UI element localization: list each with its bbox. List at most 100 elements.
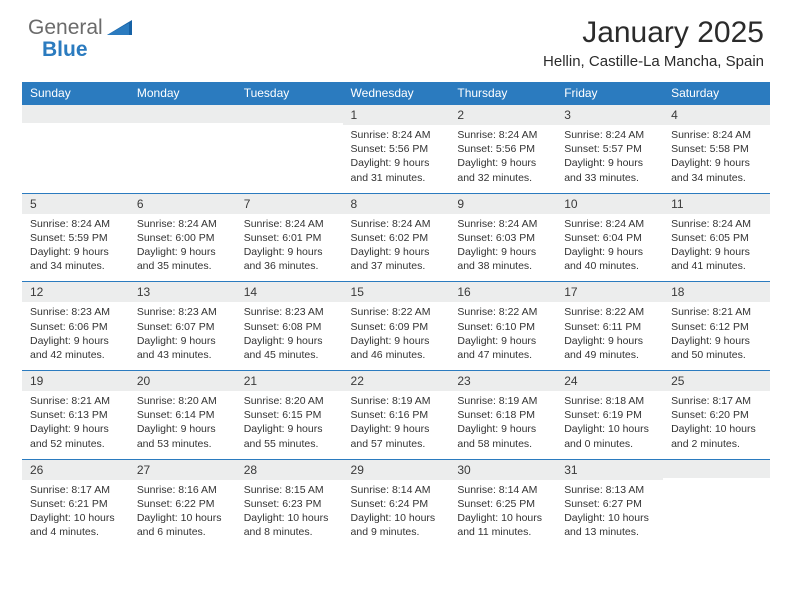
logo-text-general: General bbox=[28, 16, 103, 40]
day-detail-line: Sunset: 6:13 PM bbox=[30, 408, 121, 422]
day-detail-line: Sunrise: 8:24 AM bbox=[564, 128, 655, 142]
day-detail-line: Daylight: 9 hours bbox=[351, 245, 442, 259]
day-cell: 2Sunrise: 8:24 AMSunset: 5:56 PMDaylight… bbox=[449, 105, 556, 194]
day-number: 28 bbox=[236, 460, 343, 480]
day-detail-line: Daylight: 9 hours bbox=[244, 422, 335, 436]
day-detail-line: Daylight: 10 hours bbox=[30, 511, 121, 525]
day-cell bbox=[129, 105, 236, 194]
day-number: 9 bbox=[449, 194, 556, 214]
day-cell: 12Sunrise: 8:23 AMSunset: 6:06 PMDayligh… bbox=[22, 282, 129, 371]
day-detail-line: Sunset: 6:08 PM bbox=[244, 320, 335, 334]
calendar-table: SundayMondayTuesdayWednesdayThursdayFrid… bbox=[22, 82, 770, 547]
day-detail-line: and 34 minutes. bbox=[30, 259, 121, 273]
day-cell: 20Sunrise: 8:20 AMSunset: 6:14 PMDayligh… bbox=[129, 371, 236, 460]
day-detail-line: Sunset: 6:04 PM bbox=[564, 231, 655, 245]
day-detail: Sunrise: 8:24 AMSunset: 5:57 PMDaylight:… bbox=[556, 125, 663, 193]
day-detail-line: Sunrise: 8:18 AM bbox=[564, 394, 655, 408]
day-detail-line: Sunset: 6:27 PM bbox=[564, 497, 655, 511]
day-number: 21 bbox=[236, 371, 343, 391]
day-number: 24 bbox=[556, 371, 663, 391]
day-detail-line: Sunset: 6:24 PM bbox=[351, 497, 442, 511]
day-header: Wednesday bbox=[343, 82, 450, 105]
day-detail-line: Sunset: 6:03 PM bbox=[457, 231, 548, 245]
day-detail-line: and 49 minutes. bbox=[564, 348, 655, 362]
day-number: 17 bbox=[556, 282, 663, 302]
logo-text-blue: Blue bbox=[42, 38, 88, 62]
day-detail-line: and 40 minutes. bbox=[564, 259, 655, 273]
day-detail-line: Daylight: 10 hours bbox=[564, 422, 655, 436]
day-cell: 27Sunrise: 8:16 AMSunset: 6:22 PMDayligh… bbox=[129, 459, 236, 547]
day-detail: Sunrise: 8:16 AMSunset: 6:22 PMDaylight:… bbox=[129, 480, 236, 548]
day-detail: Sunrise: 8:23 AMSunset: 6:07 PMDaylight:… bbox=[129, 302, 236, 370]
week-row: 5Sunrise: 8:24 AMSunset: 5:59 PMDaylight… bbox=[22, 193, 770, 282]
day-detail-line: Sunrise: 8:24 AM bbox=[137, 217, 228, 231]
day-detail-line: Sunrise: 8:24 AM bbox=[671, 217, 762, 231]
day-detail-line: and 42 minutes. bbox=[30, 348, 121, 362]
day-number: 2 bbox=[449, 105, 556, 125]
day-detail: Sunrise: 8:24 AMSunset: 6:03 PMDaylight:… bbox=[449, 214, 556, 282]
day-cell: 8Sunrise: 8:24 AMSunset: 6:02 PMDaylight… bbox=[343, 193, 450, 282]
day-detail: Sunrise: 8:24 AMSunset: 5:58 PMDaylight:… bbox=[663, 125, 770, 193]
day-detail-line: Sunset: 6:12 PM bbox=[671, 320, 762, 334]
day-detail-line: Sunrise: 8:21 AM bbox=[30, 394, 121, 408]
day-number: 7 bbox=[236, 194, 343, 214]
day-detail-line: Daylight: 10 hours bbox=[564, 511, 655, 525]
day-detail-line: and 2 minutes. bbox=[671, 437, 762, 451]
day-number: 14 bbox=[236, 282, 343, 302]
day-detail-line: and 45 minutes. bbox=[244, 348, 335, 362]
day-detail-line: Daylight: 9 hours bbox=[30, 245, 121, 259]
day-detail-line: Sunrise: 8:23 AM bbox=[137, 305, 228, 319]
day-number: 1 bbox=[343, 105, 450, 125]
day-cell: 19Sunrise: 8:21 AMSunset: 6:13 PMDayligh… bbox=[22, 371, 129, 460]
day-detail-line: Sunrise: 8:20 AM bbox=[244, 394, 335, 408]
day-detail-line: Sunrise: 8:23 AM bbox=[30, 305, 121, 319]
day-detail: Sunrise: 8:24 AMSunset: 5:56 PMDaylight:… bbox=[343, 125, 450, 193]
header: General Blue January 2025 Hellin, Castil… bbox=[0, 0, 792, 74]
day-detail: Sunrise: 8:21 AMSunset: 6:13 PMDaylight:… bbox=[22, 391, 129, 459]
day-detail-line: and 32 minutes. bbox=[457, 171, 548, 185]
day-number: 19 bbox=[22, 371, 129, 391]
day-cell: 28Sunrise: 8:15 AMSunset: 6:23 PMDayligh… bbox=[236, 459, 343, 547]
day-detail-line: Sunrise: 8:22 AM bbox=[457, 305, 548, 319]
day-header: Monday bbox=[129, 82, 236, 105]
day-detail: Sunrise: 8:20 AMSunset: 6:15 PMDaylight:… bbox=[236, 391, 343, 459]
day-detail: Sunrise: 8:24 AMSunset: 6:02 PMDaylight:… bbox=[343, 214, 450, 282]
day-detail-line: Daylight: 10 hours bbox=[457, 511, 548, 525]
day-header: Thursday bbox=[449, 82, 556, 105]
day-detail: Sunrise: 8:14 AMSunset: 6:24 PMDaylight:… bbox=[343, 480, 450, 548]
day-number bbox=[129, 105, 236, 123]
day-detail-line: Sunset: 5:56 PM bbox=[351, 142, 442, 156]
day-detail-line: Daylight: 9 hours bbox=[457, 422, 548, 436]
day-detail-line: and 38 minutes. bbox=[457, 259, 548, 273]
day-cell: 29Sunrise: 8:14 AMSunset: 6:24 PMDayligh… bbox=[343, 459, 450, 547]
day-number: 30 bbox=[449, 460, 556, 480]
day-cell: 11Sunrise: 8:24 AMSunset: 6:05 PMDayligh… bbox=[663, 193, 770, 282]
day-number: 8 bbox=[343, 194, 450, 214]
day-cell: 26Sunrise: 8:17 AMSunset: 6:21 PMDayligh… bbox=[22, 459, 129, 547]
day-number: 20 bbox=[129, 371, 236, 391]
day-detail-line: Sunset: 6:00 PM bbox=[137, 231, 228, 245]
day-detail-line: Sunrise: 8:14 AM bbox=[457, 483, 548, 497]
day-detail-line: and 11 minutes. bbox=[457, 525, 548, 539]
day-detail-line: Sunrise: 8:20 AM bbox=[137, 394, 228, 408]
day-detail-line: Daylight: 9 hours bbox=[457, 334, 548, 348]
day-detail-line: Sunset: 6:14 PM bbox=[137, 408, 228, 422]
day-detail-line: and 37 minutes. bbox=[351, 259, 442, 273]
day-detail-line: Daylight: 10 hours bbox=[671, 422, 762, 436]
day-number: 3 bbox=[556, 105, 663, 125]
day-detail-line: Sunrise: 8:24 AM bbox=[457, 128, 548, 142]
day-detail-line: Sunrise: 8:21 AM bbox=[671, 305, 762, 319]
day-detail-line: Daylight: 9 hours bbox=[671, 245, 762, 259]
day-detail bbox=[236, 123, 343, 179]
day-detail: Sunrise: 8:24 AMSunset: 6:04 PMDaylight:… bbox=[556, 214, 663, 282]
week-row: 1Sunrise: 8:24 AMSunset: 5:56 PMDaylight… bbox=[22, 105, 770, 194]
day-number: 18 bbox=[663, 282, 770, 302]
day-number: 6 bbox=[129, 194, 236, 214]
day-detail-line: Sunrise: 8:14 AM bbox=[351, 483, 442, 497]
day-detail: Sunrise: 8:24 AMSunset: 6:05 PMDaylight:… bbox=[663, 214, 770, 282]
day-cell: 9Sunrise: 8:24 AMSunset: 6:03 PMDaylight… bbox=[449, 193, 556, 282]
day-cell: 18Sunrise: 8:21 AMSunset: 6:12 PMDayligh… bbox=[663, 282, 770, 371]
day-cell: 21Sunrise: 8:20 AMSunset: 6:15 PMDayligh… bbox=[236, 371, 343, 460]
day-cell: 1Sunrise: 8:24 AMSunset: 5:56 PMDaylight… bbox=[343, 105, 450, 194]
day-number: 22 bbox=[343, 371, 450, 391]
